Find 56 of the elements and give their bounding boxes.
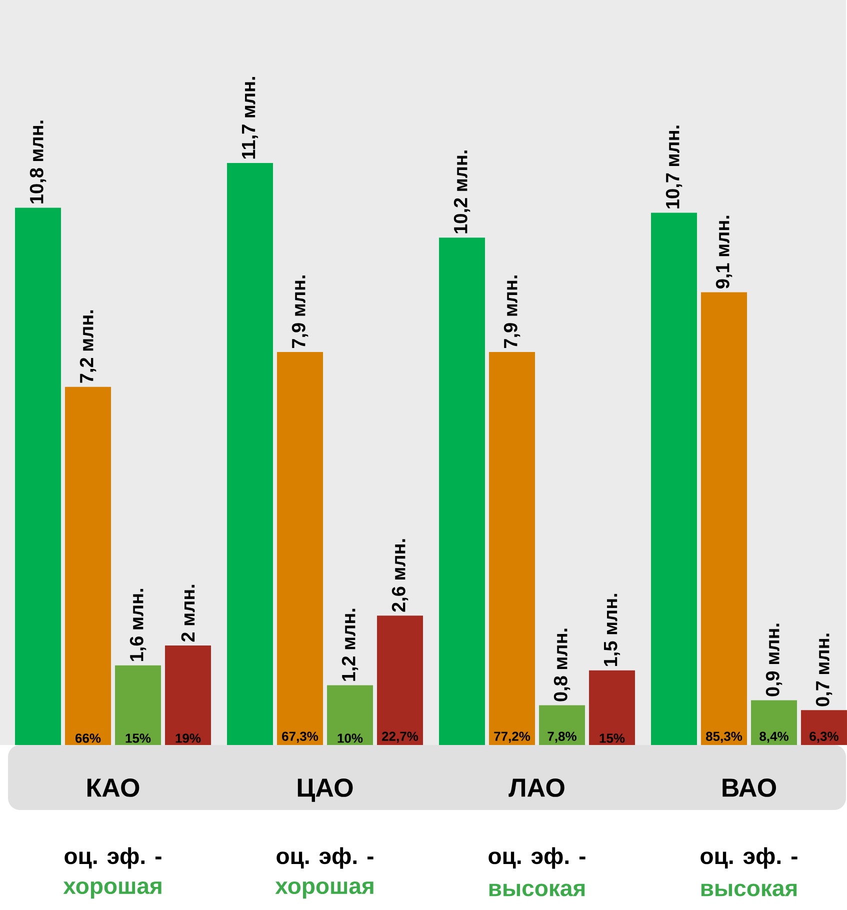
bar xyxy=(165,646,211,745)
annotation: 15% xyxy=(126,734,151,743)
data-label: 7,2 млн. xyxy=(80,310,96,383)
data-label: 10,8 млн. xyxy=(30,120,46,204)
data-label: 10,7 млн. xyxy=(666,126,682,208)
text: высокая xyxy=(489,884,585,896)
data-label: 10,2 млн. xyxy=(454,150,470,234)
annotation: 66% xyxy=(75,734,101,743)
data-label: 0,9 млн. xyxy=(766,624,782,696)
annotation: 10% xyxy=(338,734,363,743)
bar xyxy=(227,162,273,745)
annotation: 19% xyxy=(176,734,201,743)
data-label: 2,6 млн. xyxy=(392,539,408,612)
data-label: 9,1 млн. xyxy=(716,216,732,288)
text: оц. эф. - xyxy=(488,847,586,869)
data-label: 1,5 млн. xyxy=(604,594,620,666)
annotation: 22,7% xyxy=(382,732,418,743)
text: оц. эф. - xyxy=(276,847,374,869)
x-tick-label: ВАО xyxy=(722,778,776,797)
x-tick-label: КАО xyxy=(87,778,140,797)
data-label: 0,7 млн. xyxy=(816,634,832,706)
text: оц. эф. - xyxy=(700,847,798,869)
data-label: 11,7 млн. xyxy=(242,77,258,159)
bar xyxy=(751,700,797,745)
x-tick-label: ЦАО xyxy=(298,778,353,802)
bar xyxy=(327,685,373,745)
annotation: 7,8% xyxy=(548,732,576,743)
bar xyxy=(439,238,485,745)
text: хорошая xyxy=(275,881,374,899)
data-label: 2 млн. xyxy=(181,584,195,642)
bar xyxy=(15,208,61,745)
bar xyxy=(115,665,161,745)
bar xyxy=(700,292,747,745)
annotation: 85,3% xyxy=(706,732,742,743)
annotation: 15% xyxy=(600,734,625,743)
bar xyxy=(801,710,847,745)
data-label: 1,6 млн. xyxy=(130,588,146,662)
annotation: 6,3% xyxy=(810,732,838,743)
bar xyxy=(589,670,635,745)
bar xyxy=(65,386,111,745)
data-label: 1,2 млн. xyxy=(342,608,358,681)
data-label: 7,9 млн. xyxy=(292,276,308,348)
bar xyxy=(489,352,535,745)
text: высокая xyxy=(701,884,797,896)
text: оц. эф. - xyxy=(64,847,162,869)
x-tick-label: ЛАО xyxy=(508,778,564,797)
bar xyxy=(651,212,697,745)
text: хорошая xyxy=(63,881,162,899)
bar xyxy=(377,616,423,745)
data-label: 7,9 млн. xyxy=(504,276,520,348)
data-label: 0,8 млн. xyxy=(554,628,570,702)
annotation: 67,3% xyxy=(282,732,318,743)
annotation: 77,2% xyxy=(494,732,530,743)
annotation: 8,4% xyxy=(760,732,788,743)
bar xyxy=(277,352,323,745)
bar xyxy=(539,705,585,745)
